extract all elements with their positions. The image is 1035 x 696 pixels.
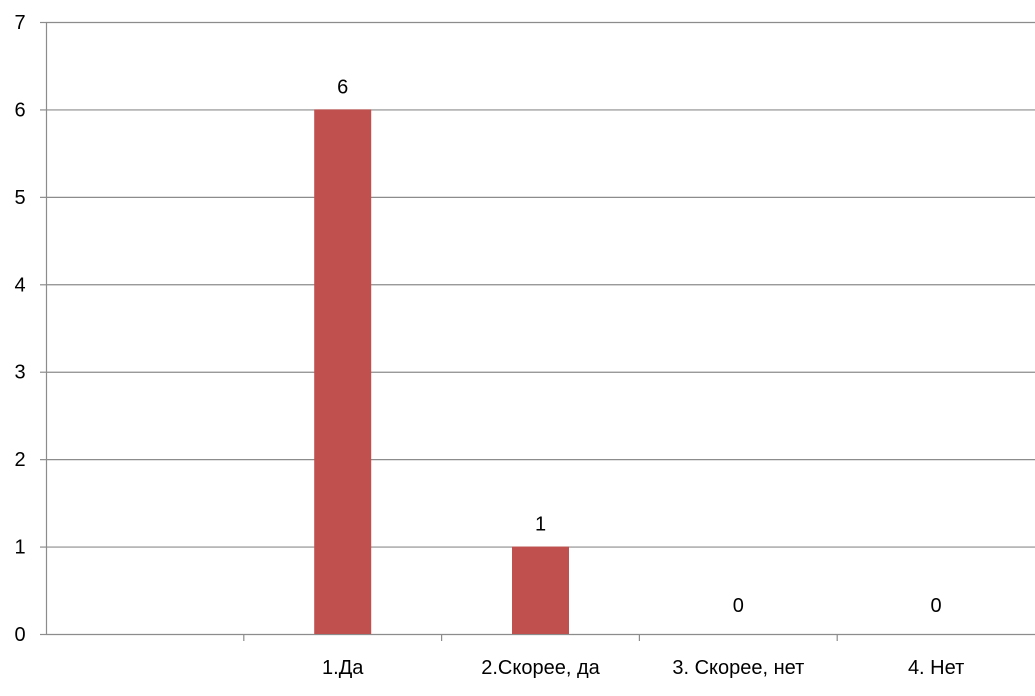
y-tick-label: 3: [14, 362, 25, 384]
y-tick-label: 2: [14, 449, 25, 471]
y-tick-label: 0: [14, 624, 25, 646]
y-tick-label: 1: [14, 537, 25, 559]
data-label: 0: [931, 595, 942, 617]
x-tick-label: 4. Нет: [908, 657, 964, 679]
x-tick-label: 1.Да: [322, 657, 364, 679]
y-tick-label: 5: [14, 187, 25, 209]
y-tick-label: 4: [14, 274, 25, 296]
bar: [512, 546, 569, 634]
gridlines: [46, 21, 1035, 548]
labels: 0 1 2 3 4 5 6 7 6 1.Да 1 2.Скорее, да 0 3. Скорее, не…: [14, 12, 964, 679]
x-tick-label: 3. Скорее, нет: [672, 657, 804, 679]
data-label: 6: [337, 76, 348, 98]
y-tick-label: 7: [14, 12, 25, 34]
bars: [314, 109, 569, 634]
bar: [314, 109, 372, 634]
y-tick-label: 6: [14, 99, 25, 121]
data-label: 0: [733, 595, 744, 617]
data-label: 1: [535, 514, 546, 536]
axes: [40, 21, 1035, 641]
x-tick-label: 2.Скорее, да: [481, 657, 600, 679]
